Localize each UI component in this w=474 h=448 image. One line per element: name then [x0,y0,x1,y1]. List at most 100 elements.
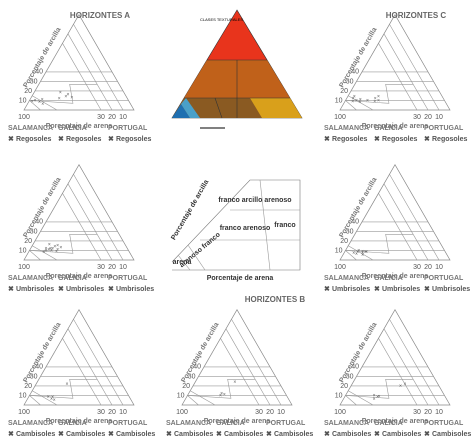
legend-entry: Cambisoles [16,431,55,438]
data-point: × [399,383,402,389]
class-boundary [347,352,374,406]
axis-label: Porcentaje de arcilla [170,179,210,242]
data-point: × [38,100,41,106]
sand-tick-label: 20 [424,114,432,121]
panel-title: HORIZONTES C [386,11,447,20]
legend-marker: ✖ [374,135,380,143]
clay-tick-label: 30 [346,228,354,235]
grid-line [389,24,440,111]
data-point: × [41,102,44,108]
data-point: × [58,96,61,102]
clay-tick-label: 20 [182,383,190,390]
data-point: × [64,94,67,100]
clay-tick-label: 20 [340,383,348,390]
data-point: × [373,393,376,399]
data-point: × [353,94,356,100]
legend-entry: Regosoles [382,136,418,143]
data-point: × [47,247,50,253]
grid-line [231,319,282,406]
legend-entry: Cambisoles [382,431,421,438]
sand-tick-label: 100 [18,114,30,121]
data-point: × [56,247,59,253]
legend-marker: ✖ [266,430,272,438]
data-point: × [361,251,364,257]
grid-line [378,338,418,406]
data-point: × [374,96,377,102]
legend-entry: Cambisoles [174,431,213,438]
data-point: × [45,246,48,252]
sand-tick-label: 30 [255,409,263,416]
grid-line [62,193,102,261]
legend-marker: ✖ [58,285,64,293]
sand-tick-label: 20 [424,409,432,416]
class-boundary [344,83,414,111]
legend-region: GALICIA [58,275,87,282]
clay-tick-label: 40 [35,219,43,226]
data-point: × [219,393,222,399]
data-point: × [59,90,62,96]
legend-entry: Regosoles [116,136,152,143]
legend-marker: ✖ [374,285,380,293]
axis-label: Porcentaje de arcilla [22,176,62,239]
data-point: × [41,97,44,103]
axis-label: Porcentaje de arena [46,273,113,280]
grid-line [73,24,124,111]
region-silt [250,98,302,118]
grid-line [67,33,113,111]
data-point: × [51,395,54,401]
legend-region: GALICIA [374,420,403,427]
clay-tick-label: 10 [19,392,27,399]
legend-marker: ✖ [324,135,330,143]
axis-label: Porcentaje de arcilla [180,321,220,384]
legend-marker: ✖ [374,430,380,438]
sand-tick-label: 20 [424,264,432,271]
grid-line [67,183,113,261]
axis-label: Porcentaje de arena [204,418,271,425]
sand-tick-label: 30 [97,409,105,416]
data-point: × [352,251,355,257]
sand-tick-label: 100 [18,409,30,416]
sand-tick-label: 30 [97,264,105,271]
legend-entry: Umbrisoles [16,286,54,293]
data-point: × [366,98,369,104]
legend-entry: Regosoles [66,136,102,143]
sand-tick-label: 100 [176,409,188,416]
data-point: × [403,381,406,387]
legend-marker: ✖ [424,285,430,293]
clay-tick-label: 20 [24,238,32,245]
class-label: franco [274,222,295,229]
data-point: × [358,100,361,106]
clay-tick-label: 40 [193,364,201,371]
data-point: × [364,250,367,256]
data-point: × [70,95,73,101]
sand-tick-label: 10 [119,114,127,121]
legend-entry: Regosoles [332,136,368,143]
data-point: × [377,98,380,104]
legend-entry: Umbrisoles [432,286,470,293]
legend-entry: Regosoles [16,136,52,143]
data-point: × [50,248,53,254]
grid-line [62,338,102,406]
grid-line [67,328,113,406]
axis-label: Porcentaje de arena [46,123,113,130]
legend-entry: Umbrisoles [116,286,154,293]
grid-line [378,193,418,261]
grid-line [73,174,124,261]
legend-region: SALAMANCA [324,420,369,427]
legend-region: SALAMANCA [324,125,369,132]
grid-line [220,338,260,406]
data-point: × [59,245,62,251]
class-label: franco arcillo arenoso [218,197,291,204]
clay-tick-label: 30 [346,78,354,85]
class-boundary [28,233,98,261]
legend-entry: Cambisoles [332,431,371,438]
legend-region: PORTUGAL [266,420,306,427]
data-point: × [49,246,52,252]
legend-marker: ✖ [58,135,64,143]
clay-tick-label: 30 [30,228,38,235]
data-point: × [220,391,223,397]
data-point: × [56,243,59,249]
